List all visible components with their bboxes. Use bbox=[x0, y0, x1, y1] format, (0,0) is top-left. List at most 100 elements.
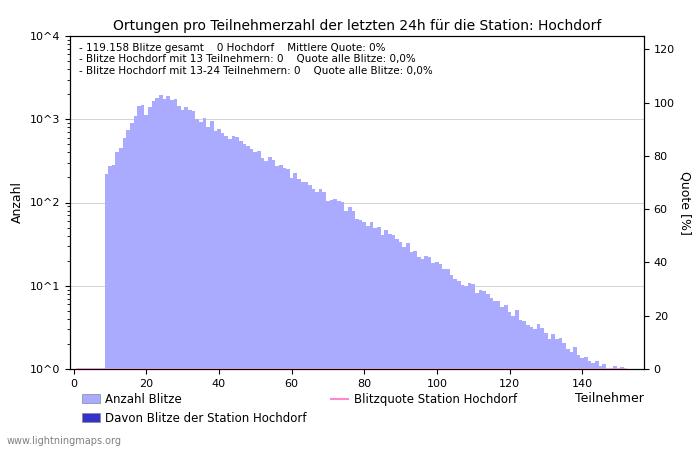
Bar bbox=[613, 366, 617, 450]
Bar bbox=[624, 369, 628, 450]
Bar bbox=[537, 324, 540, 450]
Bar bbox=[482, 291, 486, 450]
Bar bbox=[504, 305, 508, 450]
Bar bbox=[155, 98, 159, 450]
Bar bbox=[344, 211, 348, 450]
Bar bbox=[620, 369, 624, 450]
Bar bbox=[512, 316, 515, 450]
Bar bbox=[170, 99, 174, 450]
Bar bbox=[283, 168, 286, 450]
Bar bbox=[235, 137, 239, 450]
Bar bbox=[391, 235, 395, 450]
Bar bbox=[446, 269, 449, 450]
Bar bbox=[351, 211, 355, 450]
Bar bbox=[250, 149, 253, 450]
Bar bbox=[431, 262, 435, 450]
Bar bbox=[552, 333, 555, 450]
Bar bbox=[246, 146, 250, 450]
Legend: Anzahl Blitze, Davon Blitze der Station Hochdorf, Blitzquote Station Hochdorf: Anzahl Blitze, Davon Blitze der Station … bbox=[77, 388, 522, 430]
Bar bbox=[424, 256, 428, 450]
Bar bbox=[421, 259, 424, 450]
Bar bbox=[337, 201, 341, 450]
Bar bbox=[588, 369, 592, 450]
Bar bbox=[598, 369, 602, 450]
Bar bbox=[214, 130, 217, 450]
Bar bbox=[304, 182, 308, 450]
Bar bbox=[239, 141, 243, 450]
Bar bbox=[167, 96, 170, 450]
Bar bbox=[522, 321, 526, 450]
Bar bbox=[253, 152, 257, 450]
Bar bbox=[486, 294, 489, 450]
Bar bbox=[577, 355, 580, 450]
Bar bbox=[293, 174, 297, 450]
Bar bbox=[584, 357, 588, 450]
Bar bbox=[580, 369, 584, 450]
Bar bbox=[210, 122, 214, 450]
Bar bbox=[330, 200, 333, 450]
Bar bbox=[530, 328, 533, 450]
Bar bbox=[402, 247, 406, 450]
Bar bbox=[475, 293, 479, 450]
Bar bbox=[449, 275, 454, 450]
Bar bbox=[566, 349, 570, 450]
Bar bbox=[108, 166, 112, 450]
Bar bbox=[606, 373, 610, 450]
Bar bbox=[355, 219, 359, 450]
Bar bbox=[454, 279, 457, 450]
Bar bbox=[508, 312, 512, 450]
Bar bbox=[202, 118, 206, 450]
Bar bbox=[399, 243, 402, 450]
Bar bbox=[323, 192, 326, 450]
Bar bbox=[617, 369, 620, 450]
Bar bbox=[348, 207, 351, 450]
Bar bbox=[442, 269, 446, 450]
Bar bbox=[388, 234, 391, 450]
Text: - 119.158 Blitze gesamt    0 Hochdorf    Mittlere Quote: 0%
- Blitze Hochdorf mi: - 119.158 Blitze gesamt 0 Hochdorf Mittl… bbox=[78, 43, 433, 76]
Bar bbox=[468, 283, 471, 450]
Bar bbox=[174, 99, 177, 450]
Bar bbox=[275, 166, 279, 450]
Bar bbox=[366, 225, 370, 450]
Bar bbox=[562, 343, 566, 450]
Bar bbox=[192, 112, 195, 450]
Bar bbox=[417, 256, 421, 450]
Bar bbox=[471, 284, 475, 450]
Bar bbox=[592, 363, 595, 450]
Bar bbox=[148, 107, 152, 450]
Text: Teilnehmer: Teilnehmer bbox=[575, 392, 644, 405]
Bar bbox=[610, 371, 613, 450]
Bar bbox=[144, 115, 148, 450]
Bar bbox=[395, 239, 399, 450]
Bar bbox=[315, 192, 319, 450]
Bar bbox=[130, 123, 134, 450]
Bar bbox=[413, 251, 417, 450]
Bar bbox=[225, 135, 228, 450]
Bar bbox=[363, 222, 366, 450]
Bar bbox=[286, 169, 290, 450]
Bar bbox=[257, 151, 260, 450]
Bar bbox=[243, 144, 246, 450]
Bar bbox=[373, 228, 377, 450]
Bar bbox=[177, 106, 181, 450]
Bar bbox=[308, 185, 312, 450]
Bar bbox=[141, 105, 144, 450]
Bar bbox=[384, 230, 388, 450]
Bar bbox=[428, 256, 431, 450]
Bar bbox=[319, 189, 323, 450]
Text: www.lightningmaps.org: www.lightningmaps.org bbox=[7, 436, 122, 446]
Bar bbox=[159, 95, 162, 450]
Bar bbox=[126, 130, 130, 450]
Bar bbox=[613, 369, 617, 450]
Bar bbox=[479, 289, 482, 450]
Bar bbox=[199, 122, 202, 450]
Bar bbox=[464, 286, 468, 450]
Bar bbox=[540, 328, 544, 450]
Bar bbox=[544, 333, 547, 450]
Bar bbox=[381, 234, 384, 450]
Bar bbox=[301, 182, 304, 450]
Bar bbox=[116, 152, 119, 450]
Bar bbox=[188, 110, 192, 450]
Bar bbox=[184, 107, 188, 450]
Bar bbox=[265, 161, 268, 450]
